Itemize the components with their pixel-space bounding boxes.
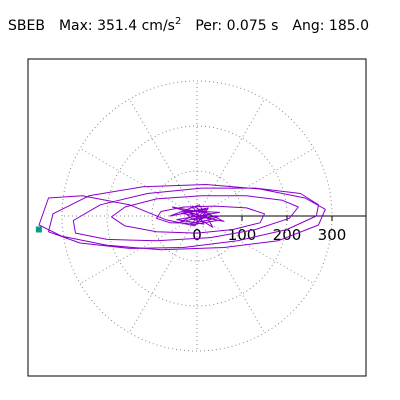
grid-spoke bbox=[196, 98, 265, 217]
orbit-trace bbox=[38, 184, 326, 251]
radial-axis: 0 100 200 300 bbox=[192, 215, 366, 244]
grid-spoke bbox=[196, 215, 315, 284]
angle-label: Ang: bbox=[292, 17, 325, 34]
plot-frame bbox=[27, 58, 367, 377]
grid-spoke bbox=[196, 148, 315, 217]
station-name: SBEB bbox=[8, 17, 45, 34]
chart-title: SBEB Max: 351.4 cm/s2 Per: 0.075 s Ang: 185… bbox=[8, 16, 369, 34]
orbit-data bbox=[35, 184, 326, 251]
grid-spoke bbox=[129, 215, 198, 334]
grid-spoke bbox=[79, 148, 198, 217]
period-label: Per: bbox=[195, 17, 223, 34]
radial-tick-label: 0 bbox=[192, 226, 202, 244]
grid-spoke bbox=[129, 98, 198, 217]
grid-spoke bbox=[79, 215, 198, 284]
radial-tick-label: 300 bbox=[318, 226, 347, 244]
period-value: 0.075 s bbox=[226, 17, 279, 34]
angle-value: 185.0 bbox=[328, 17, 370, 34]
max-unit-exponent: 2 bbox=[174, 16, 182, 27]
max-point-marker bbox=[35, 226, 42, 233]
radial-tick-label: 200 bbox=[273, 226, 302, 244]
max-label: Max: bbox=[58, 17, 93, 34]
max-value: 351.4 cm/s bbox=[97, 17, 175, 34]
grid-spoke bbox=[196, 215, 265, 334]
